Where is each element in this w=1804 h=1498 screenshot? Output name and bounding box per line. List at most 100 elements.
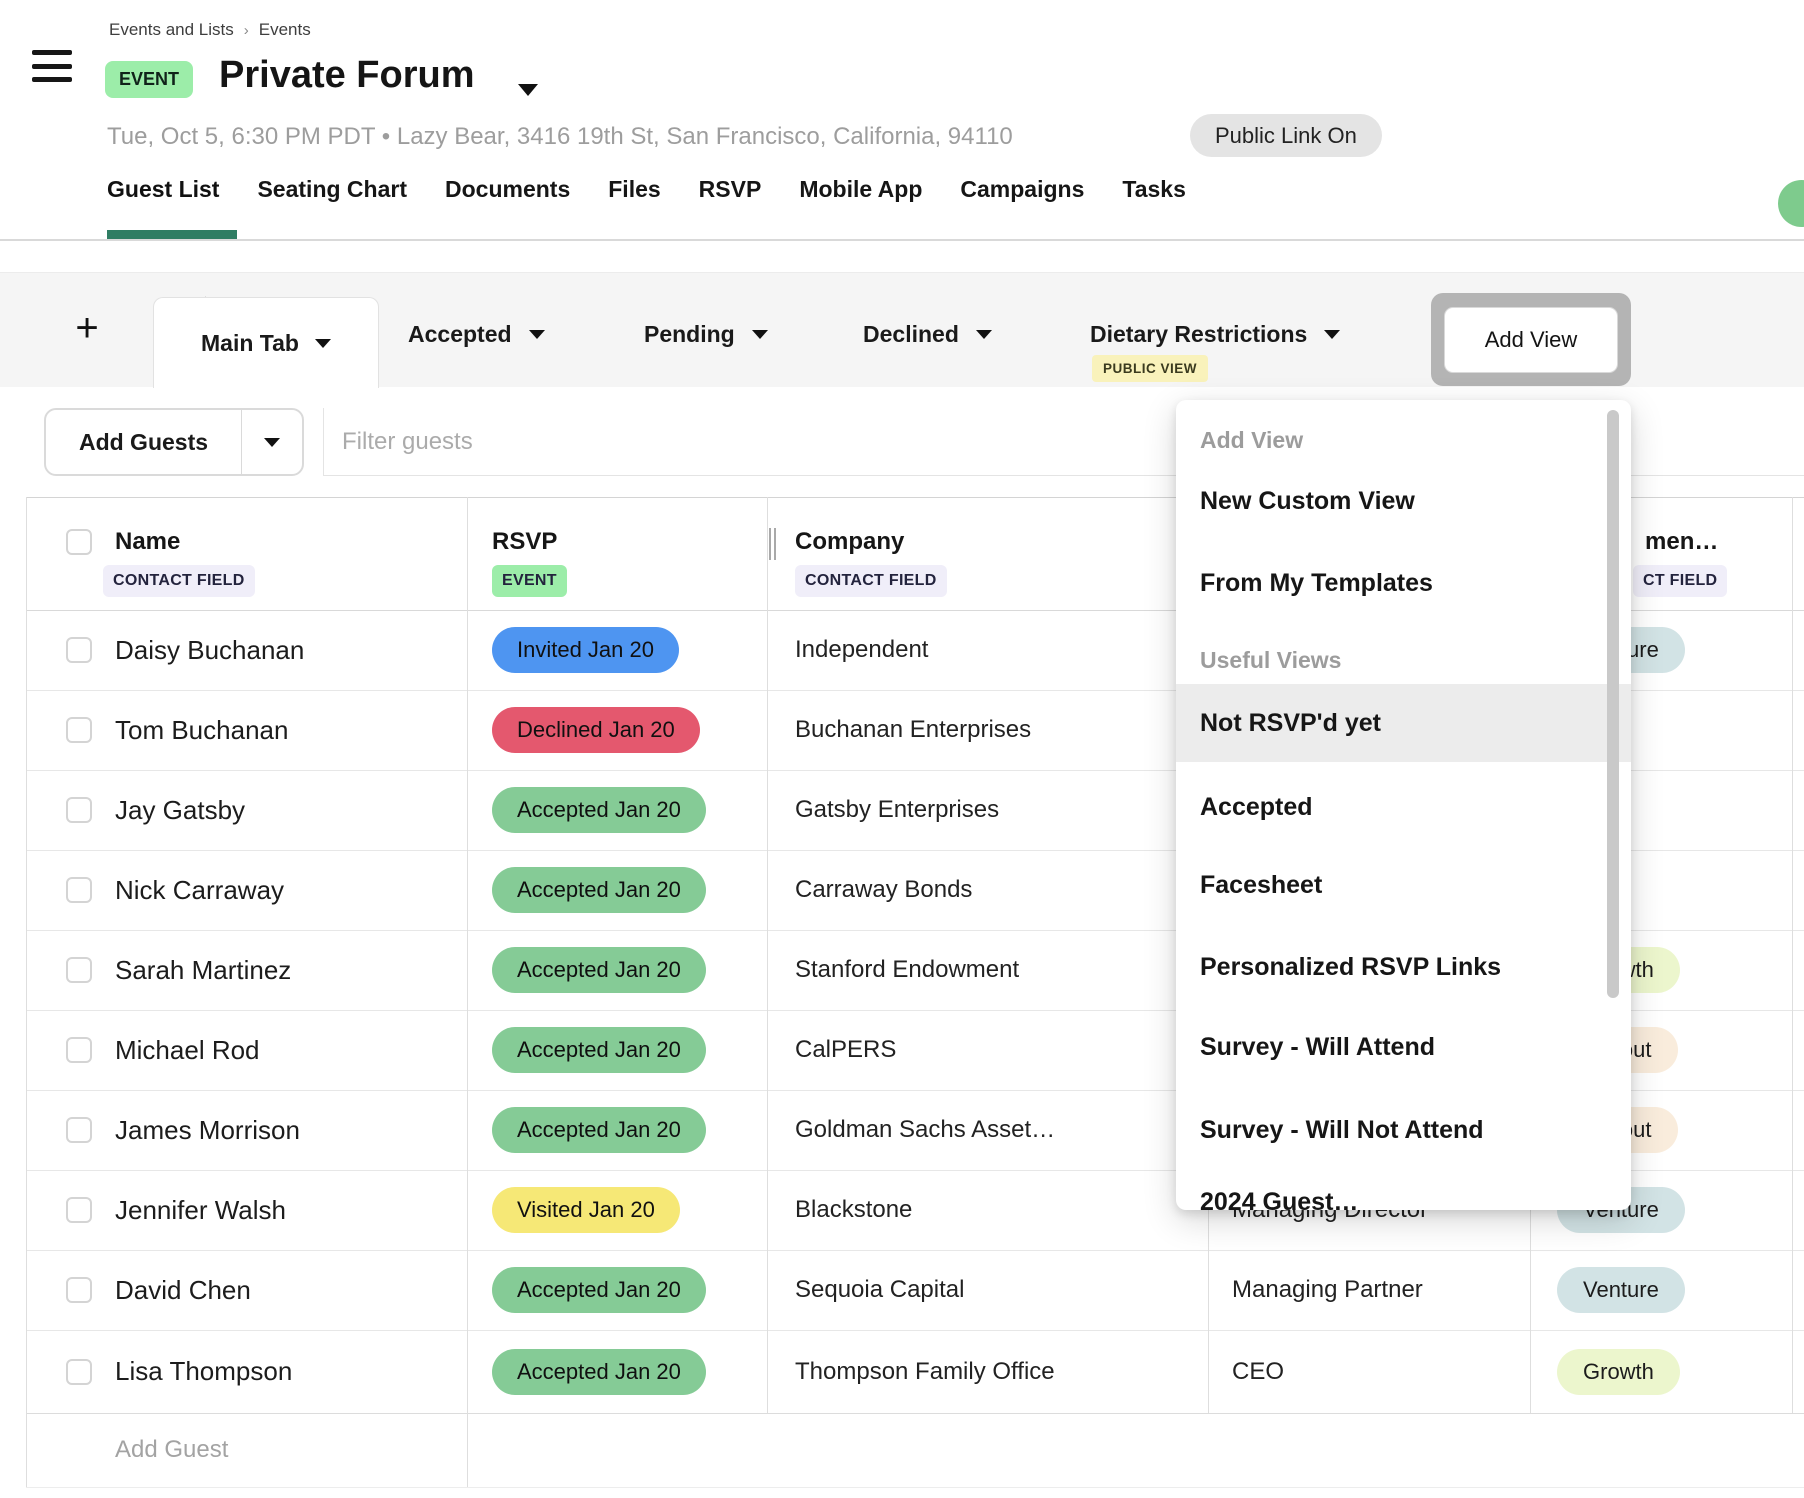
guest-company[interactable]: Goldman Sachs Asset… bbox=[795, 1116, 1056, 1143]
table-row: Lisa Thompson Accepted Jan 20 Thompson Fam… bbox=[26, 1330, 1804, 1413]
nav-tab-tasks[interactable]: Tasks bbox=[1122, 176, 1186, 202]
menu-item-accepted[interactable]: Accepted bbox=[1200, 792, 1313, 821]
column-header-rsvp[interactable]: RSVP bbox=[492, 528, 558, 555]
menu-item-from-my-templates[interactable]: From My Templates bbox=[1200, 568, 1433, 597]
row-checkbox[interactable] bbox=[66, 957, 92, 983]
column-header-name[interactable]: Name bbox=[115, 528, 181, 555]
row-checkbox[interactable] bbox=[66, 1277, 92, 1303]
row-checkbox[interactable] bbox=[66, 1197, 92, 1223]
menu-item-2024-guest-[interactable]: 2024 Guest… bbox=[1200, 1187, 1359, 1211]
guest-name[interactable]: David Chen bbox=[115, 1274, 251, 1305]
grid-line bbox=[1792, 497, 1793, 1413]
rsvp-status-badge[interactable]: Accepted Jan 20 bbox=[492, 867, 706, 913]
menu-item-survey-will-attend[interactable]: Survey - Will Attend bbox=[1200, 1032, 1435, 1061]
menu-item-not-rsvp-d-yet[interactable]: Not RSVP'd yet bbox=[1176, 684, 1631, 762]
add-guests-dropdown-toggle[interactable] bbox=[242, 410, 302, 474]
table-row: Jay Gatsby Accepted Jan 20 Gatsby Enterpri… bbox=[26, 770, 1804, 850]
menu-scrollbar[interactable] bbox=[1607, 410, 1619, 998]
nav-tab-rsvp[interactable]: RSVP bbox=[698, 176, 762, 202]
rsvp-cell: Accepted Jan 20 bbox=[492, 1330, 706, 1413]
guest-company[interactable]: Sequoia Capital bbox=[795, 1276, 965, 1303]
guest-name[interactable]: Jennifer Walsh bbox=[115, 1194, 286, 1225]
add-view-button[interactable]: Add View bbox=[1445, 307, 1617, 372]
hamburger-menu-icon[interactable] bbox=[32, 50, 72, 82]
guest-company[interactable]: CalPERS bbox=[795, 1036, 897, 1063]
menu-item-personalized-rsvp-links[interactable]: Personalized RSVP Links bbox=[1200, 952, 1502, 981]
guest-name[interactable]: Nick Carraway bbox=[115, 874, 285, 905]
guest-name[interactable]: Sarah Martinez bbox=[115, 954, 292, 985]
rsvp-status-badge[interactable]: Accepted Jan 20 bbox=[492, 1348, 706, 1395]
nav-tab-campaigns[interactable]: Campaigns bbox=[960, 176, 1085, 202]
rsvp-cell: Accepted Jan 20 bbox=[492, 1250, 706, 1330]
view-tab-pending[interactable]: Pending bbox=[644, 308, 768, 360]
menu-item-facesheet[interactable]: Facesheet bbox=[1200, 870, 1323, 899]
rsvp-cell: Invited Jan 20 bbox=[492, 610, 679, 690]
grid-line bbox=[26, 497, 27, 1487]
guest-name[interactable]: Lisa Thompson bbox=[115, 1356, 293, 1386]
view-tab-declined[interactable]: Declined bbox=[863, 308, 992, 360]
view-tab-main-tab[interactable]: Main Tab bbox=[153, 297, 379, 388]
row-checkbox[interactable] bbox=[66, 637, 92, 663]
rsvp-status-badge[interactable]: Accepted Jan 20 bbox=[492, 1107, 706, 1153]
guest-name[interactable]: Daisy Buchanan bbox=[115, 634, 305, 665]
guest-company[interactable]: Blackstone bbox=[795, 1196, 913, 1223]
row-checkbox[interactable] bbox=[66, 797, 92, 823]
rsvp-cell: Accepted Jan 20 bbox=[492, 1010, 706, 1090]
grid-line bbox=[26, 610, 1804, 611]
column-type-badge: CT FIELD bbox=[1633, 565, 1728, 597]
guest-title[interactable]: Managing Partner bbox=[1232, 1276, 1423, 1303]
grid-line bbox=[26, 850, 1804, 851]
row-checkbox[interactable] bbox=[66, 877, 92, 903]
nav-tab-documents[interactable]: Documents bbox=[445, 176, 571, 202]
grid-line bbox=[26, 497, 1804, 498]
row-checkbox[interactable] bbox=[66, 1358, 92, 1385]
rsvp-status-badge[interactable]: Accepted Jan 20 bbox=[492, 1267, 706, 1313]
grid-line bbox=[26, 690, 1804, 691]
guest-name[interactable]: Michael Rod bbox=[115, 1034, 260, 1065]
nav-tab-mobile-app[interactable]: Mobile App bbox=[799, 176, 923, 202]
rsvp-status-badge[interactable]: Accepted Jan 20 bbox=[492, 787, 706, 833]
guest-company[interactable]: Independent bbox=[795, 636, 929, 663]
rsvp-status-badge[interactable]: Invited Jan 20 bbox=[492, 627, 679, 673]
guest-company[interactable]: Gatsby Enterprises bbox=[795, 796, 1000, 823]
nav-tab-files[interactable]: Files bbox=[608, 176, 661, 202]
guest-company[interactable]: Stanford Endowment bbox=[795, 956, 1020, 983]
nav-tab-guest-list[interactable]: Guest List bbox=[107, 176, 220, 202]
column-header-truncated[interactable]: men… bbox=[1645, 528, 1719, 555]
column-resize-handle[interactable] bbox=[769, 528, 778, 560]
segment-badge[interactable]: Growth bbox=[1557, 1348, 1680, 1395]
breadcrumb-events[interactable]: Events bbox=[258, 20, 311, 39]
avatar[interactable] bbox=[1778, 180, 1804, 227]
segment-badge[interactable]: Venture bbox=[1557, 1267, 1685, 1313]
row-checkbox[interactable] bbox=[66, 1117, 92, 1143]
column-header-company[interactable]: Company bbox=[795, 528, 905, 555]
add-guest-row[interactable]: Add Guest bbox=[115, 1436, 229, 1463]
title-dropdown-caret-icon[interactable] bbox=[518, 84, 538, 96]
add-view-tab-button[interactable]: + bbox=[75, 305, 99, 350]
guest-company[interactable]: Carraway Bonds bbox=[795, 876, 973, 903]
nav-tab-seating-chart[interactable]: Seating Chart bbox=[257, 176, 407, 202]
menu-item-survey-will-not-attend[interactable]: Survey - Will Not Attend bbox=[1200, 1115, 1484, 1144]
breadcrumb-events-and-lists[interactable]: Events and Lists bbox=[109, 20, 234, 39]
select-all-checkbox[interactable] bbox=[66, 529, 92, 555]
rsvp-status-badge[interactable]: Accepted Jan 20 bbox=[492, 1027, 706, 1073]
rsvp-status-badge[interactable]: Visited Jan 20 bbox=[492, 1187, 680, 1233]
rsvp-status-badge[interactable]: Accepted Jan 20 bbox=[492, 947, 706, 993]
add-guests-button[interactable]: Add Guests bbox=[44, 408, 304, 476]
view-tab-dietary-restrictions[interactable]: Dietary Restrictions bbox=[1090, 308, 1341, 360]
menu-item-new-custom-view[interactable]: New Custom View bbox=[1200, 486, 1415, 515]
guest-name[interactable]: Jay Gatsby bbox=[115, 794, 246, 825]
guest-name[interactable]: Tom Buchanan bbox=[115, 714, 289, 745]
event-date-location: Tue, Oct 5, 6:30 PM PDT • Lazy Bear, 341… bbox=[107, 123, 1013, 150]
guest-title[interactable]: CEO bbox=[1232, 1357, 1285, 1385]
guest-name[interactable]: James Morrison bbox=[115, 1114, 300, 1145]
row-checkbox[interactable] bbox=[66, 717, 92, 743]
guest-company[interactable]: Thompson Family Office bbox=[795, 1357, 1055, 1385]
public-link-status-badge[interactable]: Public Link On bbox=[1190, 114, 1382, 157]
view-tab-accepted[interactable]: Accepted bbox=[408, 308, 545, 360]
table-row: Tom Buchanan Declined Jan 20 Buchanan Ente… bbox=[26, 690, 1804, 770]
guest-company[interactable]: Buchanan Enterprises bbox=[795, 716, 1032, 743]
row-checkbox[interactable] bbox=[66, 1037, 92, 1063]
grid-line bbox=[26, 1413, 1804, 1414]
rsvp-status-badge[interactable]: Declined Jan 20 bbox=[492, 707, 700, 753]
